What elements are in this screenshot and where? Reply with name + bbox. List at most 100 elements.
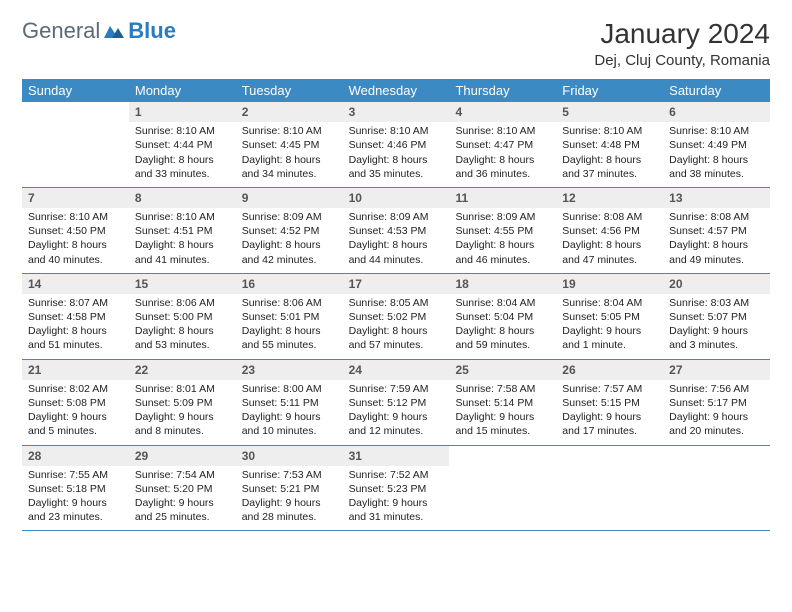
day-number: 26 [556,360,663,380]
day-cell: 21Sunrise: 8:02 AMSunset: 5:08 PMDayligh… [22,360,129,445]
week-row: 14Sunrise: 8:07 AMSunset: 4:58 PMDayligh… [22,274,770,360]
daylight-text: Daylight: 8 hours and 33 minutes. [135,153,230,181]
logo: General Blue [22,18,176,44]
sunrise-text: Sunrise: 8:10 AM [562,124,657,138]
logo-text-gray: General [22,18,100,44]
month-title: January 2024 [594,18,770,50]
day-number: 3 [343,102,450,122]
day-header: Thursday [449,79,556,102]
logo-text-blue: Blue [128,18,176,44]
week-row: 1Sunrise: 8:10 AMSunset: 4:44 PMDaylight… [22,102,770,188]
daylight-text: Daylight: 8 hours and 41 minutes. [135,238,230,266]
day-cell: 11Sunrise: 8:09 AMSunset: 4:55 PMDayligh… [449,188,556,273]
daylight-text: Daylight: 8 hours and 49 minutes. [669,238,764,266]
day-number: 1 [129,102,236,122]
day-content: Sunrise: 7:52 AMSunset: 5:23 PMDaylight:… [343,466,450,531]
day-number: 19 [556,274,663,294]
day-number: 24 [343,360,450,380]
day-content: Sunrise: 8:04 AMSunset: 5:05 PMDaylight:… [556,294,663,359]
daylight-text: Daylight: 9 hours and 31 minutes. [349,496,444,524]
daylight-text: Daylight: 9 hours and 10 minutes. [242,410,337,438]
day-cell: 13Sunrise: 8:08 AMSunset: 4:57 PMDayligh… [663,188,770,273]
daylight-text: Daylight: 9 hours and 15 minutes. [455,410,550,438]
day-cell: 2Sunrise: 8:10 AMSunset: 4:45 PMDaylight… [236,102,343,187]
day-cell: 1 Sunrise: 8:10 AMSunset: 4:44 PMDaylight… [129,102,236,187]
day-cell [556,446,663,531]
daylight-text: Daylight: 8 hours and 42 minutes. [242,238,337,266]
day-number: 31 [343,446,450,466]
sunrise-text: Sunrise: 8:10 AM [242,124,337,138]
day-number: 30 [236,446,343,466]
sunrise-text: Sunrise: 7:53 AM [242,468,337,482]
sunrise-text: Sunrise: 7:54 AM [135,468,230,482]
sunset-text: Sunset: 5:11 PM [242,396,337,410]
day-number: 17 [343,274,450,294]
day-header: Monday [129,79,236,102]
sunset-text: Sunset: 5:20 PM [135,482,230,496]
sunset-text: Sunset: 4:44 PM [135,138,230,152]
day-number: 23 [236,360,343,380]
sunset-text: Sunset: 5:01 PM [242,310,337,324]
daylight-text: Daylight: 9 hours and 25 minutes. [135,496,230,524]
day-cell: 30Sunrise: 7:53 AMSunset: 5:21 PMDayligh… [236,446,343,531]
day-cell: 25Sunrise: 7:58 AMSunset: 5:14 PMDayligh… [449,360,556,445]
daylight-text: Daylight: 9 hours and 17 minutes. [562,410,657,438]
daylight-text: Daylight: 8 hours and 35 minutes. [349,153,444,181]
day-content: Sunrise: 7:57 AMSunset: 5:15 PMDaylight:… [556,380,663,445]
day-header: Friday [556,79,663,102]
sunset-text: Sunset: 5:17 PM [669,396,764,410]
sunrise-text: Sunrise: 8:06 AM [135,296,230,310]
sunrise-text: Sunrise: 8:00 AM [242,382,337,396]
day-cell: 10Sunrise: 8:09 AMSunset: 4:53 PMDayligh… [343,188,450,273]
sunset-text: Sunset: 5:12 PM [349,396,444,410]
title-block: January 2024 Dej, Cluj County, Romania [594,18,770,69]
day-number: 7 [22,188,129,208]
daylight-text: Daylight: 8 hours and 57 minutes. [349,324,444,352]
sunrise-text: Sunrise: 8:04 AM [455,296,550,310]
day-content: Sunrise: 7:59 AMSunset: 5:12 PMDaylight:… [343,380,450,445]
day-header: Tuesday [236,79,343,102]
daylight-text: Daylight: 9 hours and 20 minutes. [669,410,764,438]
sunrise-text: Sunrise: 8:03 AM [669,296,764,310]
daylight-text: Daylight: 8 hours and 37 minutes. [562,153,657,181]
week-row: 21Sunrise: 8:02 AMSunset: 5:08 PMDayligh… [22,360,770,446]
day-content: Sunrise: 8:10 AMSunset: 4:46 PMDaylight:… [343,122,450,187]
sunset-text: Sunset: 5:09 PM [135,396,230,410]
day-content: Sunrise: 8:10 AMSunset: 4:47 PMDaylight:… [449,122,556,187]
sunset-text: Sunset: 4:52 PM [242,224,337,238]
sunset-text: Sunset: 4:51 PM [135,224,230,238]
day-content: Sunrise: 8:09 AMSunset: 4:52 PMDaylight:… [236,208,343,273]
day-header: Wednesday [343,79,450,102]
sunrise-text: Sunrise: 8:01 AM [135,382,230,396]
day-number: 5 [556,102,663,122]
daylight-text: Daylight: 8 hours and 47 minutes. [562,238,657,266]
day-number: 20 [663,274,770,294]
sunset-text: Sunset: 4:45 PM [242,138,337,152]
day-number: 13 [663,188,770,208]
weeks-container: 1Sunrise: 8:10 AMSunset: 4:44 PMDaylight… [22,102,770,531]
daylight-text: Daylight: 8 hours and 36 minutes. [455,153,550,181]
sunrise-text: Sunrise: 8:10 AM [28,210,123,224]
day-cell: 16Sunrise: 8:06 AMSunset: 5:01 PMDayligh… [236,274,343,359]
day-cell: 9Sunrise: 8:09 AMSunset: 4:52 PMDaylight… [236,188,343,273]
day-number: 25 [449,360,556,380]
daylight-text: Daylight: 9 hours and 1 minute. [562,324,657,352]
day-content: Sunrise: 8:06 AMSunset: 5:01 PMDaylight:… [236,294,343,359]
day-content: Sunrise: 8:08 AMSunset: 4:57 PMDaylight:… [663,208,770,273]
day-cell: 24Sunrise: 7:59 AMSunset: 5:12 PMDayligh… [343,360,450,445]
sunset-text: Sunset: 4:57 PM [669,224,764,238]
sunset-text: Sunset: 5:14 PM [455,396,550,410]
day-cell: 4Sunrise: 8:10 AMSunset: 4:47 PMDaylight… [449,102,556,187]
daylight-text: Daylight: 9 hours and 3 minutes. [669,324,764,352]
sunset-text: Sunset: 4:55 PM [455,224,550,238]
day-number: 8 [129,188,236,208]
day-cell: 20Sunrise: 8:03 AMSunset: 5:07 PMDayligh… [663,274,770,359]
day-content: Sunrise: 8:03 AMSunset: 5:07 PMDaylight:… [663,294,770,359]
daylight-text: Daylight: 9 hours and 12 minutes. [349,410,444,438]
day-cell: 3Sunrise: 8:10 AMSunset: 4:46 PMDaylight… [343,102,450,187]
sunset-text: Sunset: 4:48 PM [562,138,657,152]
sunrise-text: Sunrise: 8:10 AM [349,124,444,138]
week-row: 28Sunrise: 7:55 AMSunset: 5:18 PMDayligh… [22,446,770,532]
sunrise-text: Sunrise: 8:10 AM [135,124,230,138]
day-content: Sunrise: 8:10 AMSunset: 4:51 PMDaylight:… [129,208,236,273]
